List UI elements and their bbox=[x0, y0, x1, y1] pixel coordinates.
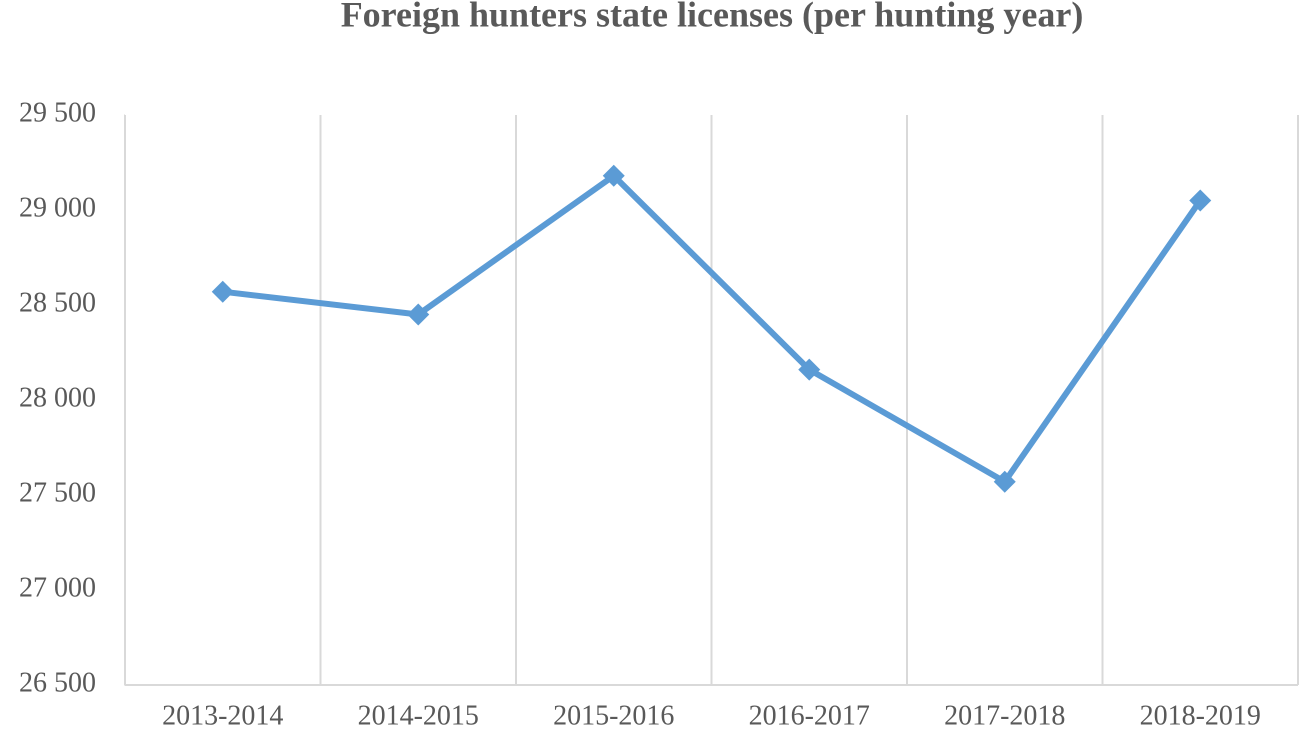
data-point bbox=[798, 358, 821, 381]
y-tick-label: 27 500 bbox=[19, 477, 96, 508]
x-tick-label: 2014-2015 bbox=[358, 700, 479, 731]
x-tick-label: 2018-2019 bbox=[1140, 700, 1261, 731]
x-tick-label: 2015-2016 bbox=[553, 700, 674, 731]
y-tick-label: 29 000 bbox=[19, 192, 96, 223]
y-tick-label: 27 000 bbox=[19, 572, 96, 603]
y-tick-label: 28 000 bbox=[19, 382, 96, 413]
data-point bbox=[993, 470, 1016, 493]
data-point bbox=[602, 164, 625, 187]
series-line bbox=[222, 172, 1203, 485]
chart-title: Foreign hunters state licenses (per hunt… bbox=[341, 0, 1084, 34]
data-point bbox=[211, 280, 234, 303]
y-tick-label: 29 500 bbox=[19, 97, 96, 128]
y-tick-label: 26 500 bbox=[19, 667, 96, 698]
x-tick-label: 2017-2018 bbox=[944, 700, 1065, 731]
y-tick-label: 28 500 bbox=[19, 287, 96, 318]
data-point bbox=[407, 303, 430, 326]
data-point bbox=[1189, 189, 1212, 212]
x-tick-label: 2016-2017 bbox=[749, 700, 870, 731]
x-tick-label: 2013-2014 bbox=[162, 700, 283, 731]
